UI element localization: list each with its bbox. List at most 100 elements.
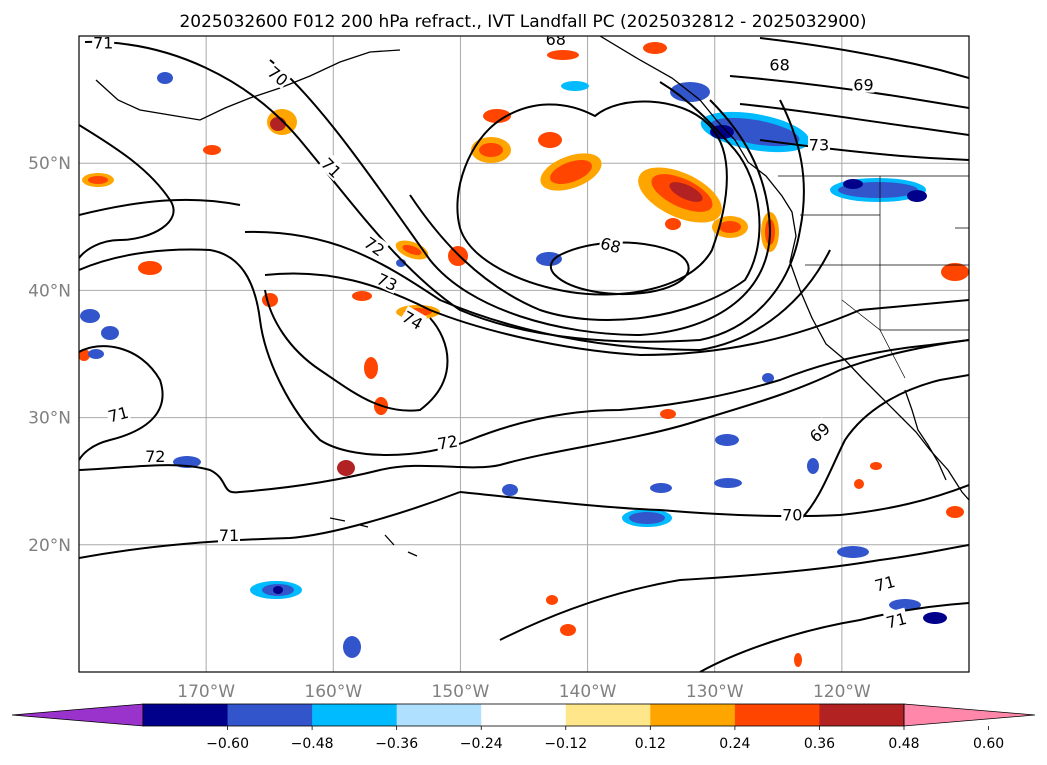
positive-anomaly xyxy=(337,460,355,476)
positive-anomaly xyxy=(546,595,558,605)
contour-label-text: 68 xyxy=(546,30,566,49)
contour-label: 72 xyxy=(434,430,460,454)
positive-anomaly xyxy=(483,109,511,123)
positive-anomaly xyxy=(870,462,882,470)
positive-anomaly xyxy=(364,357,378,379)
negative-anomaly xyxy=(88,349,104,359)
negative-anomaly xyxy=(843,179,863,189)
map-background xyxy=(79,36,969,672)
contour-label: 72 xyxy=(144,446,167,466)
contour-label-bg xyxy=(781,504,804,523)
contour-label-bg xyxy=(768,54,791,73)
positive-anomaly xyxy=(669,182,703,202)
contour-69-lower xyxy=(799,374,969,521)
contour-label-text: 69 xyxy=(853,76,873,95)
colorbar-segment xyxy=(312,704,398,726)
negative-anomaly xyxy=(536,252,562,266)
lon-tick-label: 160°W xyxy=(304,682,362,702)
positive-anomaly xyxy=(538,132,562,148)
contour-label: 71 xyxy=(218,524,241,545)
coastlines xyxy=(95,36,969,557)
positive-anomaly xyxy=(270,117,286,131)
colorbar-segment xyxy=(396,704,482,726)
contour-label: 68 xyxy=(544,30,567,49)
contour-label-bg xyxy=(852,74,875,93)
contour-label-bg xyxy=(318,152,347,182)
contour-label-bg xyxy=(373,268,402,294)
positive-anomaly xyxy=(550,159,592,185)
contour-label-text: 71 xyxy=(873,572,898,596)
contour-label-bg xyxy=(360,231,390,260)
positive-anomaly xyxy=(794,653,802,667)
lat-tick-label: 30°N xyxy=(28,409,71,429)
positive-anomaly xyxy=(448,246,468,266)
negative-anomaly xyxy=(762,373,774,383)
coastline-hawaii xyxy=(329,517,418,557)
positive-anomaly xyxy=(854,479,864,489)
map-frame xyxy=(78,35,970,673)
contour-label: 71 xyxy=(104,401,131,426)
positive-anomaly xyxy=(402,244,422,256)
negative-anomaly xyxy=(273,586,283,594)
negative-anomaly xyxy=(157,72,173,84)
negative-anomaly xyxy=(561,81,589,91)
colorbar-segment xyxy=(565,704,651,726)
negative-anomaly xyxy=(629,512,665,524)
contour-label-bg xyxy=(544,36,567,47)
contour-label: 69 xyxy=(852,74,875,95)
political-boundaries xyxy=(778,175,969,379)
lon-tick-label: 130°W xyxy=(686,682,744,702)
contour-label-text: 71 xyxy=(93,34,113,53)
negative-anomaly xyxy=(837,546,869,558)
positive-anomaly xyxy=(262,293,278,307)
contour-label-bg xyxy=(434,430,460,452)
lat-tick-label: 40°N xyxy=(28,281,71,301)
colorbar-extend-min xyxy=(11,703,144,727)
positive-anomaly xyxy=(660,409,676,419)
contour-label-bg xyxy=(104,401,131,425)
state-border xyxy=(841,299,906,379)
contour-71-west xyxy=(79,124,175,259)
negative-anomaly xyxy=(907,190,927,202)
contour-72-lower xyxy=(79,339,969,494)
contour-label: 68 xyxy=(768,54,791,74)
colorbar-tick-label: −0.60 xyxy=(206,736,249,752)
contour-label: 71 xyxy=(92,34,115,53)
contour-label-bg xyxy=(399,305,428,333)
negative-anomaly xyxy=(889,599,921,611)
contour-label-text: 72 xyxy=(436,431,459,453)
negative-anomaly xyxy=(650,483,672,493)
coastline-north-america xyxy=(599,36,969,501)
contour-68-low xyxy=(549,241,690,295)
contour-70-lower xyxy=(459,484,969,518)
chart-title: 2025032600 F012 200 hPa refract., IVT La… xyxy=(179,12,866,32)
colorbar-frame xyxy=(142,703,905,727)
colorbar-tick-label: −0.24 xyxy=(460,736,503,752)
contour-label-bg xyxy=(264,61,293,90)
lon-tick-label: 120°W xyxy=(813,682,871,702)
contour-label-text: 71 xyxy=(219,526,239,545)
contour-72-south xyxy=(79,248,969,456)
positive-anomaly xyxy=(946,506,964,518)
contour-69-north xyxy=(729,75,969,109)
contour-label-bg xyxy=(218,524,241,543)
contour-label: 70 xyxy=(781,504,804,525)
positive-anomaly xyxy=(719,221,741,233)
negative-anomaly xyxy=(807,458,819,474)
lon-tick-label: 150°W xyxy=(432,682,490,702)
colorbar-segment xyxy=(481,704,567,726)
positive-anomaly xyxy=(203,145,221,155)
contour-73 xyxy=(264,272,969,357)
longitude-labels: 170°W 160°W 150°W 140°W 130°W 120°W xyxy=(177,682,871,702)
colorbar-tick-label: −0.12 xyxy=(544,736,587,752)
contour-71-sse xyxy=(499,544,969,641)
colorbar-segment xyxy=(734,704,820,726)
contour-label: 68 xyxy=(598,232,624,257)
contour-label-text: 71 xyxy=(884,609,909,633)
lon-tick-label: 170°W xyxy=(177,682,235,702)
contour-label-text: 73 xyxy=(809,135,829,154)
contour-68-north xyxy=(759,37,969,79)
contour-71-far-south xyxy=(699,602,969,672)
